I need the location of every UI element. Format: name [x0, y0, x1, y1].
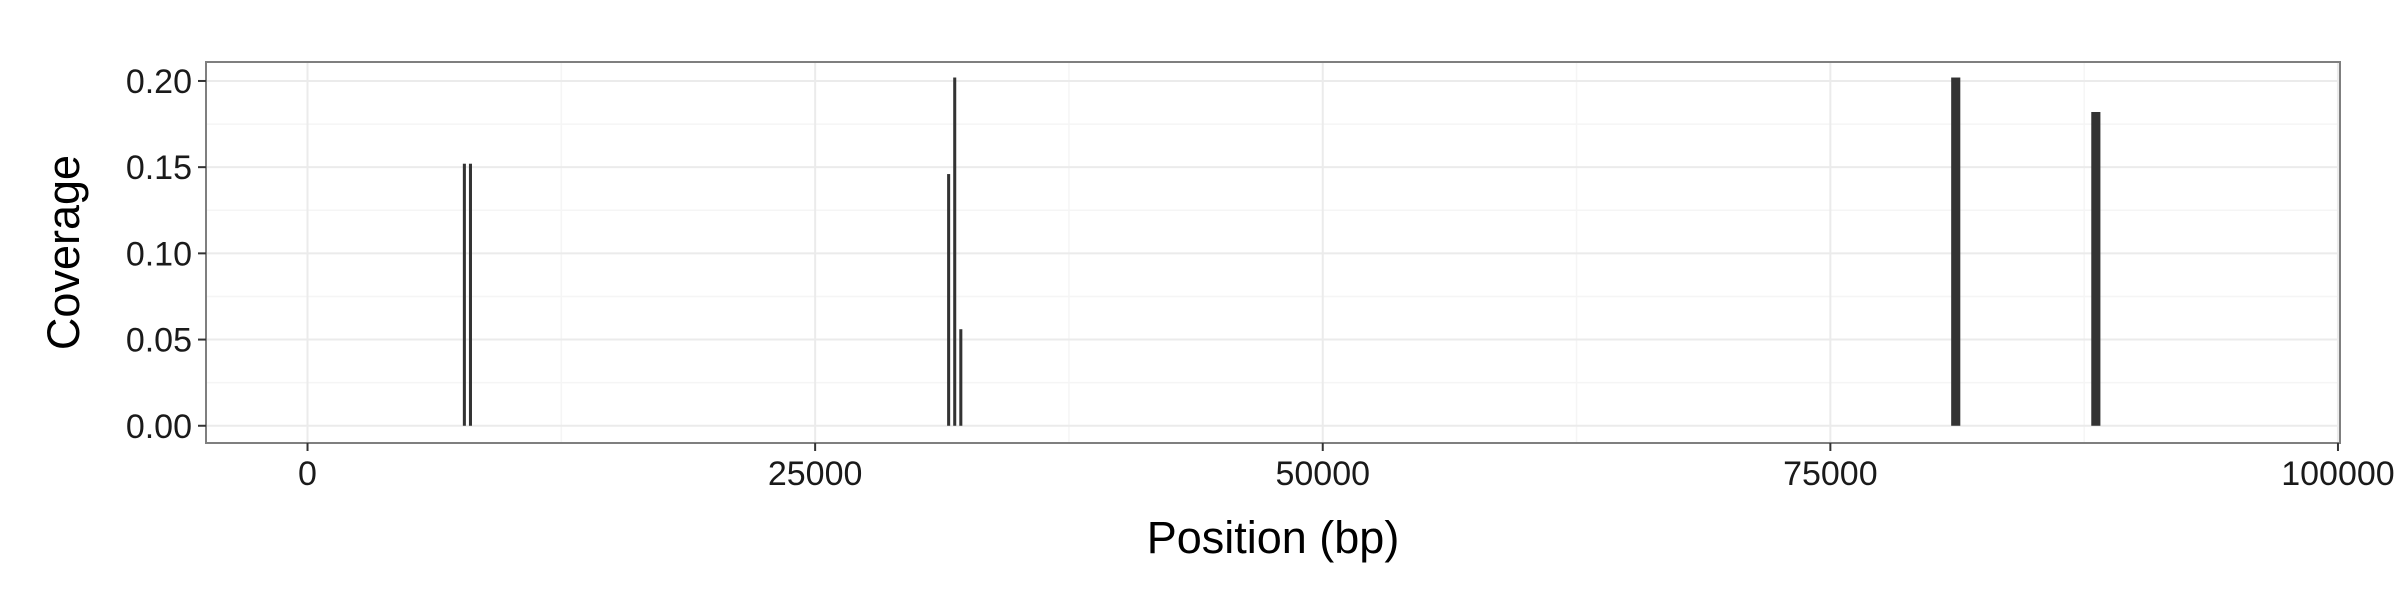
coverage-bar: [462, 163, 466, 426]
x-tick-label: 100000: [2281, 455, 2394, 493]
y-tick-label: 0.00: [126, 408, 192, 446]
y-tick-label: 0.05: [126, 322, 192, 360]
y-tick-label: 0.15: [126, 149, 192, 187]
coverage-bar: [2091, 111, 2101, 426]
coverage-bar: [468, 163, 472, 426]
x-tick-label: 25000: [768, 455, 863, 493]
y-axis-title: Coverage: [38, 155, 89, 350]
coverage-bars: [462, 77, 2101, 426]
major-gridlines: [206, 62, 2340, 443]
x-axis: 0 25000 50000 75000 100000: [298, 443, 2395, 493]
y-tick-label: 0.20: [126, 63, 192, 101]
coverage-bar: [959, 329, 963, 426]
coverage-bar: [1951, 77, 1961, 426]
x-tick-label: 50000: [1275, 455, 1370, 493]
x-tick-label: 75000: [1783, 455, 1878, 493]
x-tick-label: 0: [298, 455, 317, 493]
y-tick-label: 0.10: [126, 235, 192, 273]
x-axis-title: Position (bp): [1147, 512, 1400, 563]
y-axis: 0.00 0.05 0.10 0.15 0.20: [126, 63, 206, 446]
coverage-bar: [953, 77, 957, 426]
coverage-bar: [947, 174, 951, 426]
